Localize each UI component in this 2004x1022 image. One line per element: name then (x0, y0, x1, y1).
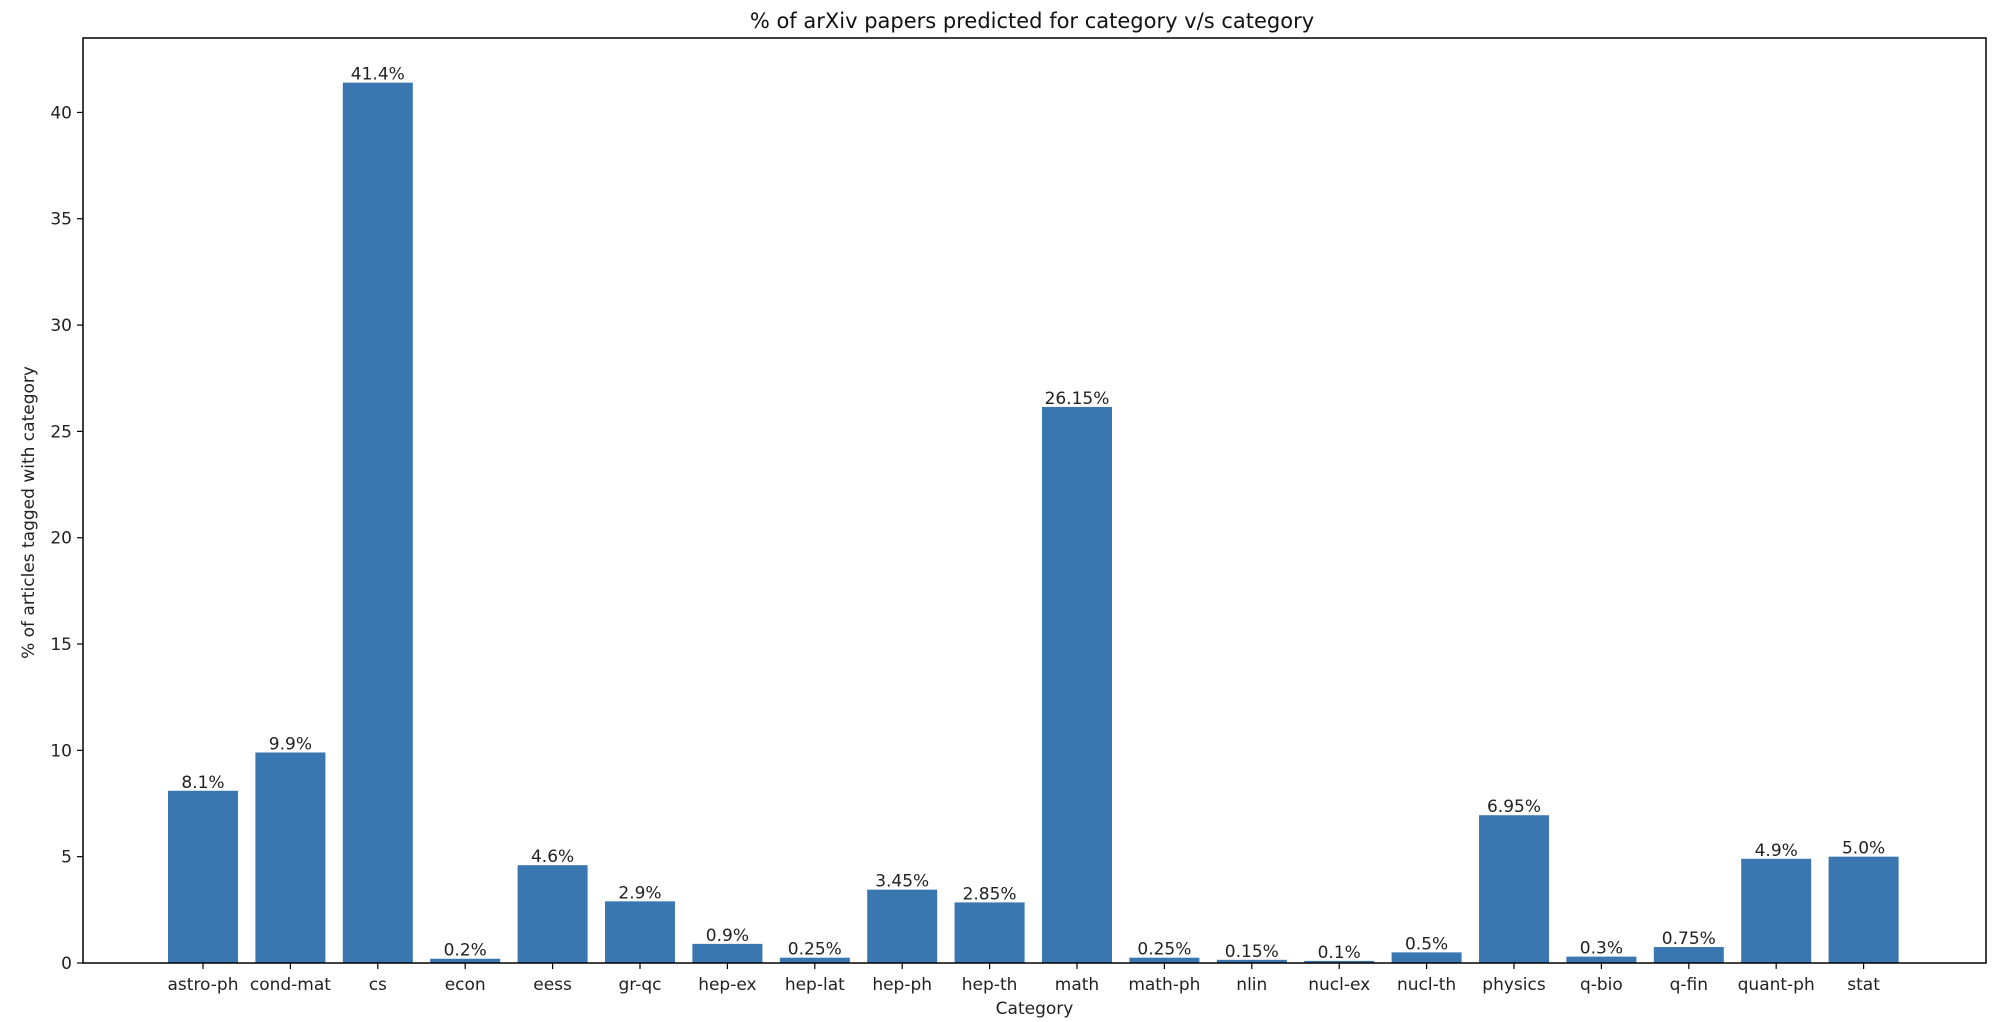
bar-physics (1479, 815, 1549, 963)
bar-gr-qc (605, 901, 675, 963)
y-tick-label: 10 (50, 741, 72, 761)
data-label-nucl-th: 0.5% (1405, 934, 1448, 954)
data-label-econ: 0.2% (444, 941, 487, 961)
data-label-math-ph: 0.25% (1137, 940, 1191, 960)
bar-econ (430, 958, 501, 963)
bar-nlin (1216, 959, 1287, 963)
data-label-stat: 5.0% (1842, 839, 1885, 859)
x-tick-label-hep-th: hep-th (962, 975, 1018, 995)
data-label-hep-th: 2.85% (963, 884, 1017, 904)
data-label-hep-lat: 0.25% (788, 940, 842, 960)
x-tick-label-q-fin: q-fin (1670, 975, 1708, 995)
y-tick-label: 25 (50, 422, 72, 442)
data-labels-layer: 8.1% 9.9% 41.4% 0.2% 4.6% 2.9% 0.9% 0.25% 3.45% 2… (181, 65, 1885, 963)
bar-cond-mat (255, 752, 326, 963)
data-label-physics: 6.95% (1487, 797, 1541, 817)
y-tick-label: 0 (61, 954, 72, 974)
data-label-gr-qc: 2.9% (618, 883, 661, 903)
x-axis-label: Category (996, 999, 1074, 1019)
data-label-math: 26.15% (1045, 389, 1110, 409)
x-tick-label-cond-mat: cond-mat (250, 975, 331, 995)
x-tick-label-math-ph: math-ph (1128, 975, 1200, 995)
x-tick-label-eess: eess (533, 975, 572, 995)
y-axis-label: % of articles tagged with category (19, 366, 39, 659)
y-tick-label: 15 (50, 635, 72, 655)
bar-math-ph (1129, 957, 1200, 963)
bar-nucl-ex (1304, 960, 1375, 963)
plot-frame (82, 37, 1987, 964)
x-tick-label-nucl-th: nucl-th (1397, 975, 1456, 995)
bar-math (1042, 406, 1112, 963)
x-tick-label-q-bio: q-bio (1580, 975, 1623, 995)
y-tick-label: 5 (61, 848, 72, 868)
bar-hep-th (954, 902, 1025, 963)
bars-layer (168, 82, 1899, 964)
x-tick-label-math: math (1055, 975, 1099, 995)
x-tick-label-gr-qc: gr-qc (619, 975, 662, 995)
bar-eess (517, 865, 588, 963)
y-tick-label: 40 (50, 103, 72, 123)
x-tick-label-hep-ex: hep-ex (698, 975, 756, 995)
data-label-nlin: 0.15% (1225, 942, 1279, 962)
bar-hep-ph (867, 889, 938, 963)
bar-q-bio (1566, 956, 1637, 963)
x-tick-label-quant-ph: quant-ph (1738, 975, 1815, 995)
data-label-hep-ex: 0.9% (706, 926, 749, 946)
x-tick-label-econ: econ (445, 975, 486, 995)
data-label-nucl-ex: 0.1% (1318, 943, 1361, 963)
x-tick-label-hep-ph: hep-ph (872, 975, 932, 995)
bar-nucl-th (1391, 952, 1462, 963)
x-tick-label-cs: cs (369, 975, 387, 995)
x-tick-label-nlin: nlin (1236, 975, 1267, 995)
y-tick-label: 20 (50, 529, 72, 549)
y-tick-label: 30 (50, 316, 72, 336)
x-tick-label-astro-ph: astro-ph (168, 975, 239, 995)
x-tick-label-physics: physics (1482, 975, 1546, 995)
data-label-astro-ph: 8.1% (181, 773, 224, 793)
data-label-hep-ph: 3.45% (875, 872, 929, 892)
x-tick-label-hep-lat: hep-lat (785, 975, 845, 995)
bar-hep-lat (779, 957, 850, 963)
y-tick-label: 35 (50, 210, 72, 230)
bar-astro-ph (168, 790, 238, 963)
data-label-eess: 4.6% (531, 847, 574, 867)
data-label-quant-ph: 4.9% (1755, 841, 1798, 861)
data-label-cs: 41.4% (351, 65, 405, 85)
bar-cs (342, 82, 413, 964)
x-tick-label-nucl-ex: nucl-ex (1308, 975, 1370, 995)
bar-q-fin (1653, 947, 1724, 963)
bar-quant-ph (1741, 858, 1812, 963)
y-axis-ticks: 0 5 10 15 20 25 30 35 40 (50, 103, 83, 974)
bar-stat (1828, 856, 1899, 963)
x-tick-label-stat: stat (1847, 975, 1880, 995)
bar-hep-ex (692, 943, 763, 963)
chart-title: % of arXiv papers predicted for category… (750, 9, 1314, 33)
data-label-q-bio: 0.3% (1580, 939, 1623, 959)
data-label-q-fin: 0.75% (1662, 929, 1716, 949)
x-axis-ticks: astro-ph cond-mat cs econ eess gr-qc hep-ex hep… (168, 963, 1880, 995)
data-label-cond-mat: 9.9% (269, 734, 312, 754)
